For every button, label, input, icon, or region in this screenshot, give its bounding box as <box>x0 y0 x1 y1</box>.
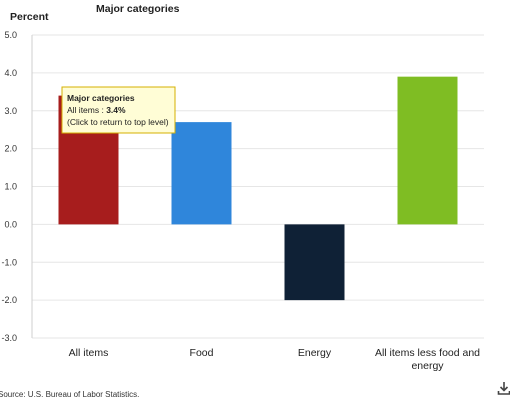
y-axis-ticks: 5.0 4.0 3.0 2.0 1.0 0.0 -1.0 -2.0 -3.0 <box>1 30 17 343</box>
y-tick-label: -3.0 <box>1 333 17 343</box>
y-tick-label: 5.0 <box>4 30 17 40</box>
tooltip-line: All items : 3.4% <box>67 105 126 115</box>
source-note: Source: U.S. Bureau of Labor Statistics. <box>0 390 139 399</box>
tooltip-hint: (Click to return to top level) <box>67 117 169 127</box>
tooltip-series-value: 3.4% <box>106 105 126 115</box>
y-tick-label: 2.0 <box>4 144 17 154</box>
tooltip-title: Major categories <box>67 93 135 103</box>
bar[interactable] <box>397 76 458 225</box>
y-tick-label: 3.0 <box>4 106 17 116</box>
x-category-label: All items less food and <box>375 347 480 359</box>
chart-title: Major categories <box>96 3 180 15</box>
y-tick-label: 1.0 <box>4 182 17 192</box>
download-arrow <box>499 382 509 392</box>
y-tick-label: 0.0 <box>4 219 17 229</box>
x-category-label: All items <box>69 347 109 359</box>
x-category-label: energy <box>411 360 444 372</box>
tooltip: Major categories All items : 3.4% (Click… <box>61 86 176 134</box>
y-tick-label: -1.0 <box>1 257 17 267</box>
x-category-label: Food <box>190 347 214 359</box>
x-axis-labels: All items Food Energy All items less food a… <box>69 347 481 372</box>
tooltip-box <box>61 86 176 134</box>
download-icon[interactable] <box>497 381 510 397</box>
y-axis-label: Percent <box>10 11 49 23</box>
bar[interactable] <box>171 122 232 225</box>
y-tick-label: 4.0 <box>4 68 17 78</box>
y-tick-label: -2.0 <box>1 295 17 305</box>
tooltip-series-label: All items : <box>67 105 106 115</box>
x-category-label: Energy <box>298 347 332 359</box>
bar[interactable] <box>284 224 345 301</box>
